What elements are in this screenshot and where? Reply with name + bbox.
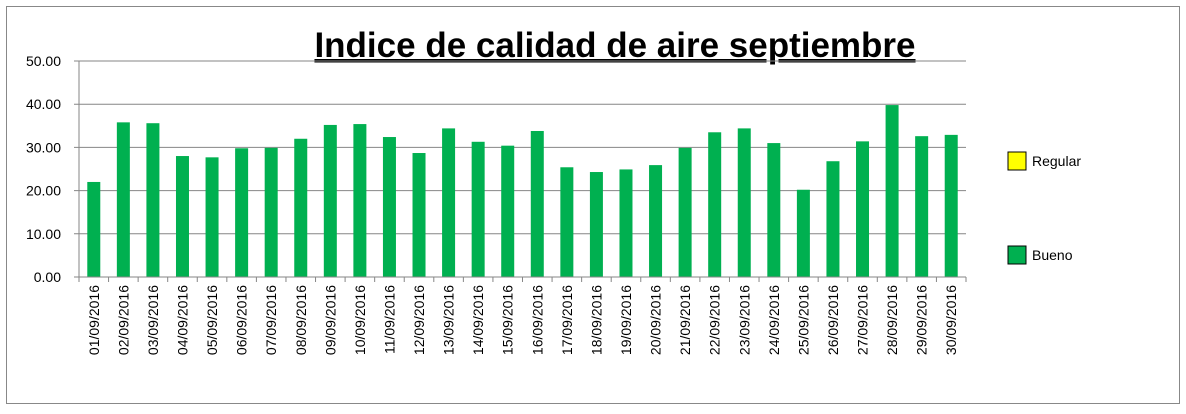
x-tick-label: 21/09/2016	[677, 285, 693, 355]
x-tick-label: 15/09/2016	[500, 285, 516, 355]
x-tick-label: 28/09/2016	[884, 285, 900, 355]
x-tick-label: 16/09/2016	[529, 285, 545, 355]
bar	[146, 123, 160, 277]
legend-swatch	[1007, 245, 1027, 265]
y-tick-label: 30.00	[26, 139, 61, 155]
y-tick-label: 40.00	[26, 96, 61, 112]
legend-label: Bueno	[1032, 247, 1073, 263]
x-tick-label: 24/09/2016	[766, 285, 782, 355]
bar	[796, 189, 810, 277]
bar	[619, 169, 633, 277]
bar	[944, 134, 958, 277]
bar	[678, 147, 692, 277]
legend-label: Regular	[1032, 153, 1081, 169]
bar	[885, 105, 899, 278]
x-tick-label: 19/09/2016	[618, 285, 634, 355]
x-tick-label: 20/09/2016	[648, 285, 664, 355]
x-tick-label: 13/09/2016	[441, 285, 457, 355]
bar	[353, 124, 367, 278]
bar	[323, 124, 337, 277]
bar	[264, 147, 278, 277]
y-tick-label: 50.00	[26, 53, 61, 69]
bar	[708, 132, 722, 277]
x-tick-label: 29/09/2016	[914, 285, 930, 355]
bar	[826, 161, 840, 277]
bar	[530, 130, 544, 277]
x-tick-label: 07/09/2016	[263, 285, 279, 355]
bar	[649, 165, 663, 277]
x-tick-label: 22/09/2016	[707, 285, 723, 355]
x-tick-label: 02/09/2016	[115, 285, 131, 355]
bar	[471, 141, 485, 277]
bar	[856, 141, 870, 277]
x-tick-label: 14/09/2016	[470, 285, 486, 355]
x-tick-label: 11/09/2016	[381, 285, 397, 354]
bar	[294, 138, 308, 277]
x-tick-label: 08/09/2016	[293, 285, 309, 355]
bar	[175, 156, 189, 277]
x-tick-label: 27/09/2016	[855, 285, 871, 355]
bar	[205, 157, 219, 277]
x-tick-label: 03/09/2016	[145, 285, 161, 355]
x-tick-label: 01/09/2016	[86, 285, 102, 355]
bar	[382, 137, 396, 277]
bar	[442, 128, 456, 277]
bar	[87, 181, 101, 277]
x-tick-label: 10/09/2016	[352, 285, 368, 355]
bar	[235, 148, 249, 277]
y-tick-label: 20.00	[26, 183, 61, 199]
x-tick-label: 17/09/2016	[559, 285, 575, 355]
x-tick-label: 25/09/2016	[795, 285, 811, 355]
bar	[560, 167, 574, 277]
bar	[915, 136, 929, 277]
x-tick-label: 18/09/2016	[588, 285, 604, 355]
x-tick-label: 04/09/2016	[174, 285, 190, 355]
y-tick-label: 0.00	[34, 269, 61, 285]
bar	[737, 128, 751, 277]
x-tick-label: 23/09/2016	[736, 285, 752, 355]
x-tick-label: 09/09/2016	[322, 285, 338, 355]
x-tick-label: 06/09/2016	[234, 285, 250, 355]
x-tick-label: 12/09/2016	[411, 285, 427, 355]
bar	[501, 145, 515, 277]
bar	[589, 172, 603, 277]
y-tick-label: 10.00	[26, 226, 61, 242]
bar	[116, 122, 130, 278]
legend-swatch	[1007, 151, 1027, 171]
chart-title: Indice de calidad de aire septiembre	[314, 26, 915, 65]
x-tick-label: 05/09/2016	[204, 285, 220, 355]
bar	[767, 143, 781, 277]
x-tick-label: 30/09/2016	[943, 285, 959, 355]
bar	[412, 153, 426, 277]
x-tick-label: 26/09/2016	[825, 285, 841, 355]
